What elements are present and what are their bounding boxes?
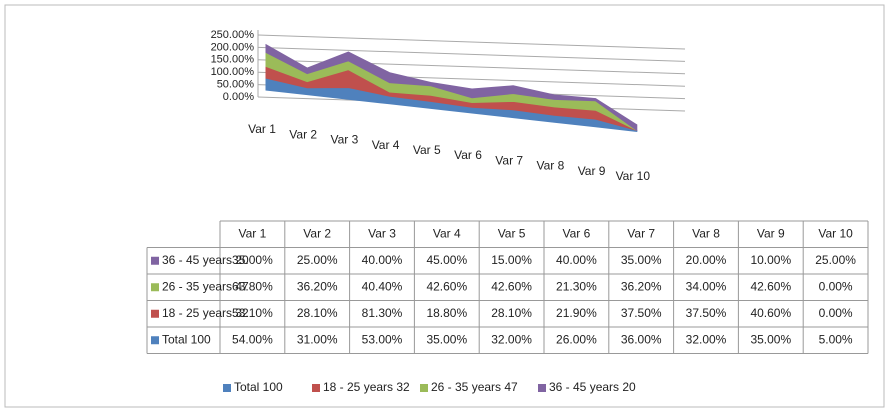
y-tick-label: 100.00%: [211, 66, 255, 78]
legend-label: 18 - 25 years 32: [323, 380, 410, 394]
table-cell: 36.20%: [621, 279, 662, 293]
table-cell: 53.10%: [232, 306, 273, 320]
table-header: Var 6: [563, 226, 591, 240]
table-cell: 40.60%: [750, 306, 791, 320]
row-label: 36 - 45 years 20: [162, 253, 249, 267]
table-cell: 53.00%: [362, 332, 403, 346]
table-cell: 26.00%: [556, 332, 597, 346]
table-header: Var 10: [818, 226, 853, 240]
table-cell: 37.50%: [686, 306, 727, 320]
table-cell: 32.00%: [686, 332, 727, 346]
table-header: Var 4: [433, 226, 461, 240]
table-header: Var 1: [239, 226, 267, 240]
table-cell: 15.00%: [491, 253, 532, 267]
grid-line: [257, 34, 686, 50]
table-cell: 34.00%: [686, 279, 727, 293]
table-cell: 35.00%: [750, 332, 791, 346]
table-cell: 20.00%: [686, 253, 727, 267]
table-cell: 42.60%: [750, 279, 791, 293]
table-cell: 18.80%: [426, 306, 467, 320]
table-cell: 42.60%: [491, 279, 532, 293]
grid-line: [257, 46, 686, 62]
legend-key: [151, 256, 159, 265]
table-cell: 35.00%: [621, 253, 662, 267]
legend-key: [223, 384, 231, 392]
table-header: Var 5: [498, 226, 526, 240]
table-cell: 10.00%: [750, 253, 791, 267]
x-tick-label: Var 9: [578, 164, 606, 178]
legend-label: 36 - 45 years 20: [549, 380, 636, 394]
table-cell: 21.90%: [556, 306, 597, 320]
table-cell: 25.00%: [297, 253, 338, 267]
legend-label: Total 100: [234, 380, 283, 394]
table-cell: 0.00%: [819, 279, 853, 293]
table-cell: 36.20%: [297, 279, 338, 293]
y-tick-label: 150.00%: [211, 54, 255, 66]
y-tick-label: 50.00%: [217, 79, 255, 91]
table-cell: 21.30%: [556, 279, 597, 293]
area: [265, 43, 638, 132]
table-cell: 32.00%: [491, 332, 532, 346]
table-cell: 28.10%: [297, 306, 338, 320]
chart-border: [4, 4, 885, 408]
table-cell: 36.00%: [621, 332, 662, 346]
table-cell: 35.00%: [232, 253, 273, 267]
legend-key: [538, 384, 546, 392]
table-cell: 81.30%: [362, 306, 403, 320]
table-cell: 0.00%: [819, 306, 853, 320]
x-tick-label: Var 10: [616, 169, 651, 183]
x-tick-label: Var 6: [454, 148, 482, 162]
table-cell: 45.00%: [426, 253, 467, 267]
row-label: 26 - 35 years 47: [162, 279, 249, 293]
table-cell: 31.00%: [297, 332, 338, 346]
table-header: Var 7: [627, 226, 655, 240]
y-tick-label: 0.00%: [223, 91, 254, 103]
x-tick-label: Var 8: [537, 159, 565, 173]
legend-key: [312, 384, 320, 392]
table-cell: 35.00%: [426, 332, 467, 346]
table-cell: 40.40%: [362, 279, 403, 293]
x-tick-label: Var 2: [289, 127, 317, 141]
y-tick-label: 250.00%: [211, 29, 255, 41]
table-cell: 40.00%: [362, 253, 403, 267]
table-cell: 28.10%: [491, 306, 532, 320]
legend-label: 26 - 35 years 47: [431, 380, 518, 394]
table-cell: 40.00%: [556, 253, 597, 267]
y-tick-label: 200.00%: [211, 41, 255, 53]
table-header: Var 2: [303, 226, 331, 240]
legend-key: [420, 384, 428, 392]
table-cell: 54.00%: [232, 332, 273, 346]
x-tick-label: Var 1: [248, 122, 276, 136]
table-cell: 5.00%: [819, 332, 853, 346]
legend-key: [151, 336, 159, 345]
row-label: 18 - 25 years 32: [162, 306, 249, 320]
x-tick-label: Var 4: [372, 138, 400, 152]
table-header: Var 8: [692, 226, 720, 240]
row-label: Total 100: [162, 332, 211, 346]
x-tick-label: Var 7: [495, 153, 523, 167]
x-tick-label: Var 5: [413, 143, 441, 157]
table-cell: 42.60%: [426, 279, 467, 293]
table-cell: 25.00%: [815, 253, 856, 267]
legend-key: [151, 283, 159, 292]
table-header: Var 3: [368, 226, 396, 240]
x-tick-label: Var 3: [331, 133, 359, 147]
table-header: Var 9: [757, 226, 785, 240]
table-cell: 37.50%: [621, 306, 662, 320]
table-cell: 63.80%: [232, 279, 273, 293]
legend-key: [151, 309, 159, 318]
